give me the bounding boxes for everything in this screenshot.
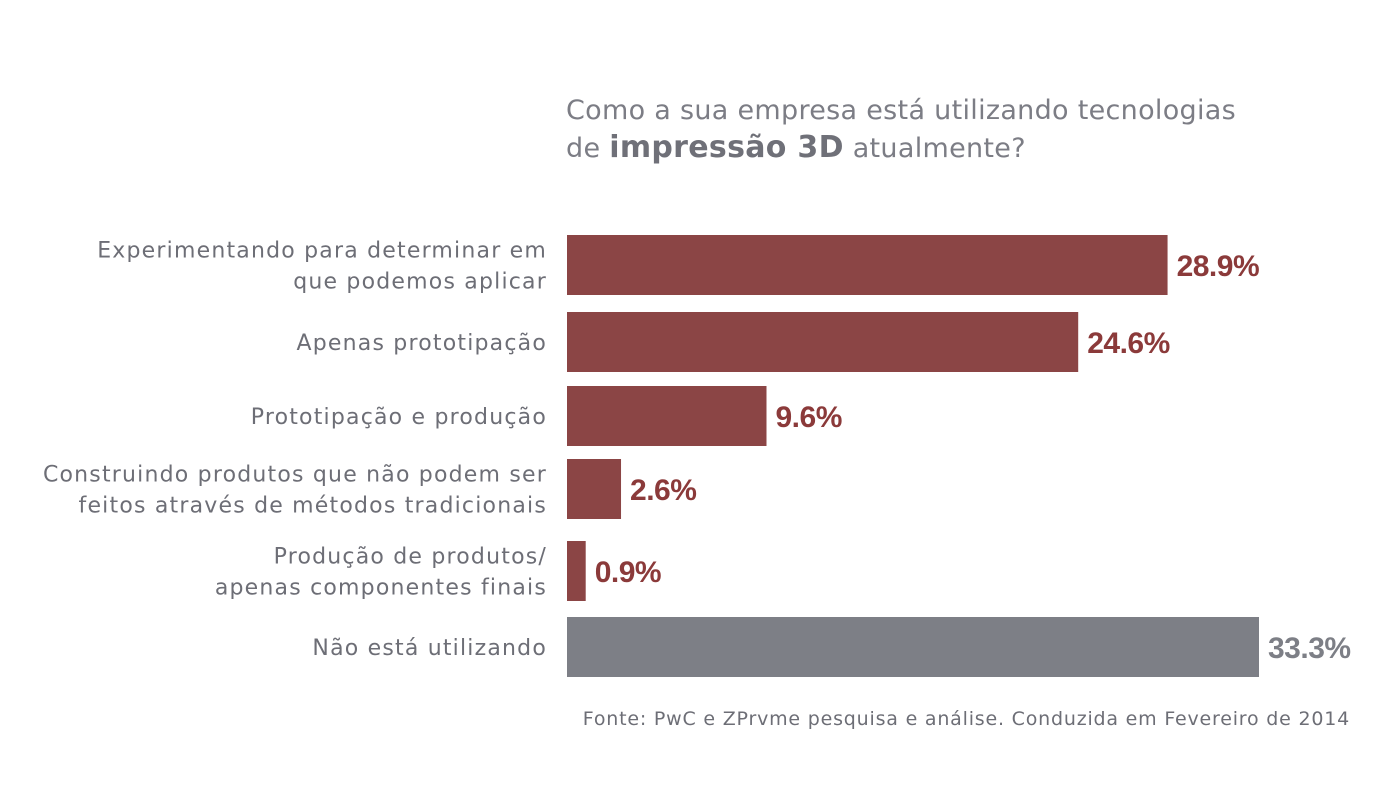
category-label-3-0: Construindo produtos que não podem ser xyxy=(43,463,547,488)
category-label-2-0: Prototipação e produção xyxy=(251,405,547,430)
bar-2 xyxy=(567,386,767,446)
chart-title: Como a sua empresa está utilizando tecno… xyxy=(566,92,1386,167)
value-label-1: 24.6% xyxy=(1087,327,1170,360)
chart-title-line-2: de impressão 3D atualmente? xyxy=(566,129,1386,167)
bar-0 xyxy=(567,235,1168,295)
bar-5 xyxy=(567,617,1259,677)
value-label-3: 2.6% xyxy=(630,474,696,507)
category-label-5-0: Não está utilizando xyxy=(312,636,547,661)
bar-1 xyxy=(567,312,1079,372)
value-label-2: 9.6% xyxy=(775,401,841,434)
category-label-4-0: Produção de produtos/ xyxy=(274,545,547,570)
chart-title-emphasis: impressão 3D xyxy=(609,130,844,165)
value-label-0: 28.9% xyxy=(1177,250,1260,283)
category-label-0-1: que podemos aplicar xyxy=(293,270,547,295)
chart-title-line-1: Como a sua empresa está utilizando tecno… xyxy=(566,95,1236,126)
chart-title-suffix: atualmente? xyxy=(852,133,1026,164)
category-label-0-0: Experimentando para determinar em xyxy=(97,239,547,264)
category-label-1-0: Apenas prototipação xyxy=(296,331,547,356)
value-label-5: 33.3% xyxy=(1268,632,1351,665)
bar-4 xyxy=(567,541,586,601)
bar-group: Experimentando para determinar em que pod… xyxy=(43,235,1351,677)
chart-title-prefix: de xyxy=(566,133,601,164)
category-label-3-1: feitos através de métodos tradicionais xyxy=(79,494,548,519)
value-label-4: 0.9% xyxy=(595,556,661,589)
category-label-4-1: apenas componentes finais xyxy=(215,576,547,601)
source-note: Fonte: PwC e ZPrvme pesquisa e análise. … xyxy=(582,708,1350,730)
bar-3 xyxy=(567,459,622,519)
